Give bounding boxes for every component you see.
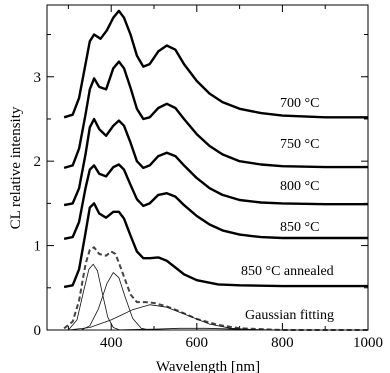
x-axis-label: Wavelength [nm] (156, 359, 260, 373)
x-tick-labels: 400 600 800 1000 (100, 335, 383, 351)
x-tick-label-600: 600 (186, 335, 209, 351)
x-tick-label-800: 800 (271, 335, 294, 351)
label-750: 750 °C (280, 137, 319, 152)
series-800-c (63, 117, 368, 207)
y-tick-label-2: 2 (34, 154, 42, 170)
x-tick-label-400: 400 (100, 335, 123, 351)
y-tick-labels: 0 1 2 3 (34, 70, 42, 339)
label-850-annealed: 850 °C annealed (241, 264, 334, 279)
y-tick-label-1: 1 (34, 239, 42, 255)
label-850: 850 °C (280, 220, 319, 235)
gaussian-component-1 (68, 263, 368, 331)
label-700: 700 °C (280, 96, 319, 111)
series-group (63, 9, 368, 331)
gaussian-component-2 (81, 272, 368, 331)
y-axis-label: CL relative intensity (8, 106, 24, 229)
label-800: 800 °C (280, 179, 319, 194)
series-700-c (63, 9, 368, 119)
series-850-c-annealed (63, 202, 368, 289)
y-tick-label-0: 0 (34, 323, 42, 339)
y-tick-label-3: 3 (34, 70, 42, 86)
series-850-c (63, 163, 368, 240)
label-gaussian-fitting: Gaussian fitting (245, 308, 334, 323)
gaussian-component-4 (68, 327, 368, 331)
x-tick-label-1000: 1000 (353, 335, 383, 351)
series-750-c (63, 60, 368, 170)
series-gaussian-fitting (63, 246, 368, 331)
